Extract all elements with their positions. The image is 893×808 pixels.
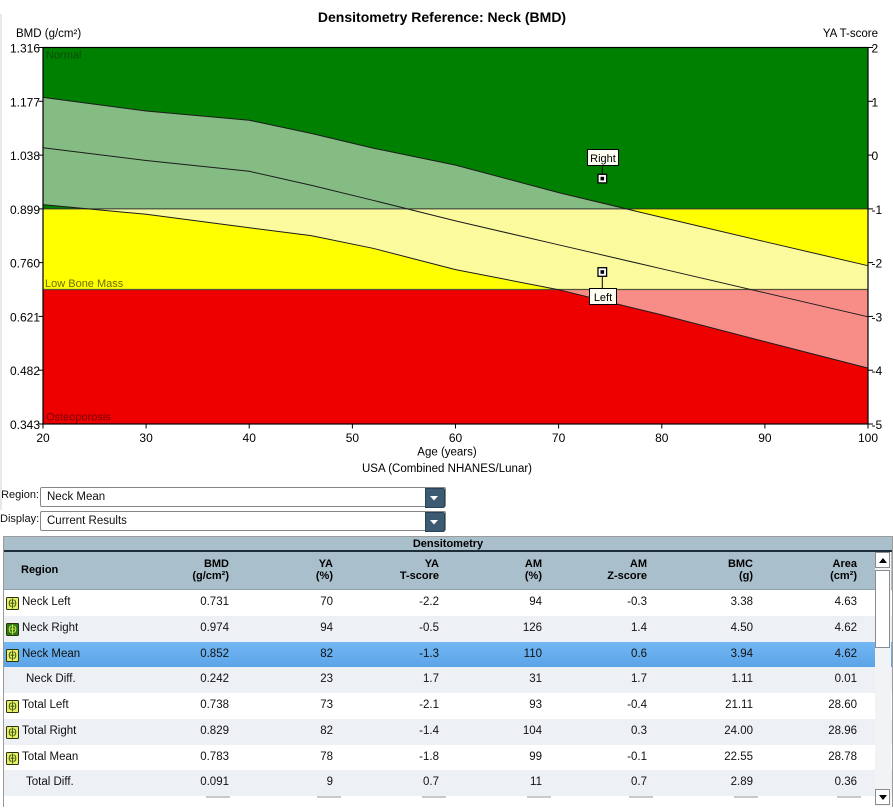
svg-text:30: 30: [139, 431, 153, 445]
svg-text:1: 1: [872, 95, 879, 109]
svg-text:Normal: Normal: [46, 50, 81, 62]
svg-text:0.760: 0.760: [10, 257, 40, 271]
svg-text:50: 50: [346, 431, 360, 445]
svg-text:60: 60: [449, 431, 463, 445]
svg-text:0.343: 0.343: [10, 418, 40, 432]
svg-text:40: 40: [243, 431, 257, 445]
svg-text:20: 20: [36, 431, 50, 445]
svg-text:2: 2: [872, 42, 879, 56]
svg-text:Osteoporosis: Osteoporosis: [46, 412, 111, 424]
svg-text:Right: Right: [590, 153, 616, 165]
svg-text:-2: -2: [872, 257, 883, 271]
svg-text:90: 90: [758, 431, 772, 445]
svg-text:Low Bone Mass: Low Bone Mass: [45, 278, 124, 290]
svg-text:1.177: 1.177: [10, 95, 40, 109]
svg-text:0.621: 0.621: [10, 310, 40, 324]
svg-text:Age (years): Age (years): [417, 447, 477, 459]
svg-text:YA T-score: YA T-score: [823, 28, 878, 40]
svg-text:1.038: 1.038: [10, 149, 40, 163]
svg-text:Densitometry Reference: Neck (: Densitometry Reference: Neck (BMD): [318, 9, 566, 25]
svg-text:80: 80: [655, 431, 669, 445]
svg-text:0.482: 0.482: [10, 364, 40, 378]
svg-text:BMD (g/cm²): BMD (g/cm²): [16, 28, 81, 40]
svg-text:-4: -4: [872, 364, 883, 378]
svg-text:-5: -5: [872, 418, 883, 432]
svg-text:1.316: 1.316: [10, 42, 40, 56]
svg-text:USA (Combined NHANES/Lunar): USA (Combined NHANES/Lunar): [362, 463, 532, 475]
svg-text:0.899: 0.899: [10, 203, 40, 217]
svg-text:-3: -3: [872, 310, 883, 324]
svg-text:Left: Left: [594, 292, 612, 304]
svg-text:-1: -1: [872, 203, 883, 217]
svg-text:100: 100: [858, 431, 878, 445]
svg-text:0: 0: [872, 149, 879, 163]
svg-text:70: 70: [552, 431, 566, 445]
